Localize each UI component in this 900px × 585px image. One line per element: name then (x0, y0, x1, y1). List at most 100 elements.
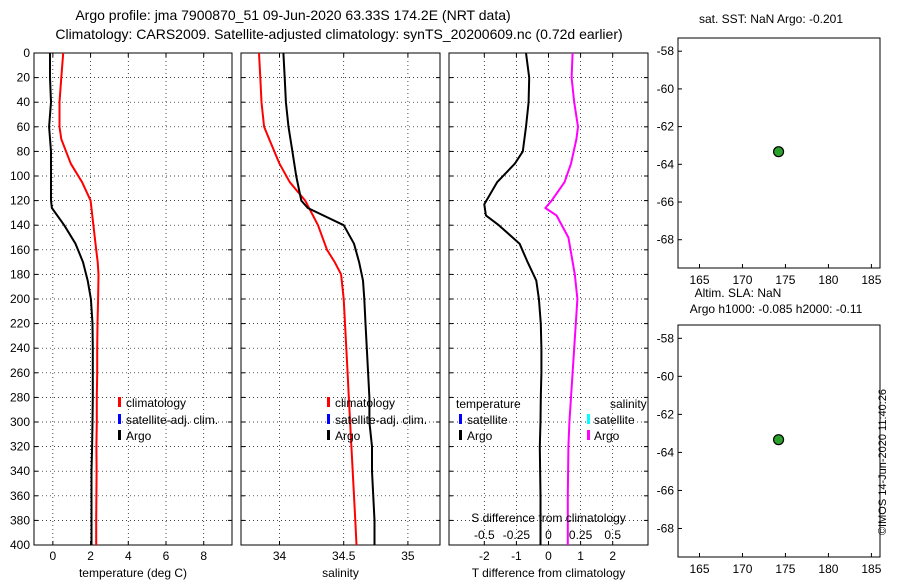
figure-subtitle: Climatology: CARS2009. Satellite-adjuste… (55, 26, 622, 42)
legend-swatch (587, 414, 590, 424)
s-tick-label: -0.25 (503, 528, 531, 542)
y-tick-label: 100 (10, 169, 30, 183)
x-tick-label: 34.5 (332, 549, 356, 563)
plots-layer: 0204060801001201401601802002202402602803… (10, 12, 882, 580)
series-line-s-difference-argo (544, 52, 579, 545)
legend-swatch (118, 397, 121, 407)
x-tick-label: 4 (125, 549, 132, 563)
legend-temperature-title: temperature (456, 397, 521, 411)
legend-swatch (327, 414, 330, 424)
y-tick-label: 200 (10, 292, 30, 306)
x-axis-label: salinity (322, 566, 359, 580)
y-tick-label: -62 (657, 407, 675, 421)
y-tick-label: -64 (657, 157, 675, 171)
legend-swatch (118, 414, 121, 424)
series-line-argo (48, 53, 94, 545)
y-tick-label: -66 (657, 195, 675, 209)
x-tick-label: 0 (50, 549, 57, 563)
map-frame (677, 37, 881, 269)
y-tick-label: 20 (17, 71, 31, 85)
x-tick-label: 180 (818, 562, 838, 576)
x-tick-label: 35 (401, 549, 415, 563)
x-tick-label: -1 (511, 549, 522, 563)
x-tick-label: 0 (545, 549, 552, 563)
panel-frame (448, 52, 649, 546)
legend-label: satellite-adj. clim. (126, 413, 218, 427)
series-line-argo (282, 52, 376, 545)
map-panel-map-sla: -58 -60 -62 -64 -66 -68 165 170 175 180 185 Altim. … (657, 286, 882, 576)
y-tick-label: -66 (657, 483, 675, 497)
legend-label: Argo (467, 429, 493, 443)
s-tick-label: 0.25 (569, 528, 593, 542)
profile-panel-salinity: 34 34.5 35 salinity climatology satellite-adj… (240, 52, 441, 580)
y-tick-label: 300 (10, 415, 30, 429)
argo-location-marker (772, 434, 785, 446)
x-tick-label: 165 (689, 562, 709, 576)
y-tick-label: 60 (17, 120, 31, 134)
panel-frame (240, 52, 441, 546)
map-panel-map-sst: -58 -60 -62 -64 -66 -68 165 170 175 180 185 sat. SS… (657, 12, 882, 287)
legend-swatch (118, 430, 121, 440)
legend-swatch (459, 430, 462, 440)
y-tick-label: 360 (10, 489, 30, 503)
y-tick-label: 280 (10, 390, 30, 404)
legend-swatch (587, 430, 590, 440)
x-tick-label: 185 (861, 562, 881, 576)
x-tick-label: 170 (732, 273, 752, 287)
y-tick-label: -68 (657, 233, 675, 247)
y-tick-label: -62 (657, 120, 675, 134)
x-tick-label: 34 (273, 549, 287, 563)
y-tick-label: -58 (657, 331, 675, 345)
y-tick-label: 240 (10, 341, 30, 355)
y-tick-label: 160 (10, 243, 30, 257)
x-tick-label: 2 (87, 549, 94, 563)
profile-panel-difference: -2 -1 0 1 2 T difference from climatology S di… (448, 52, 649, 580)
figure-title: Argo profile: jma 7900870_51 09-Jun-2020… (75, 7, 510, 23)
x-axis-label: temperature (deg C) (79, 566, 187, 580)
legend-label: Argo (335, 429, 361, 443)
x-tick-label: 8 (200, 549, 207, 563)
y-tick-label: -68 (657, 521, 675, 535)
series-line-climatology (258, 52, 358, 546)
legend-salinity-title: salinity (610, 397, 647, 411)
y-tick-label: 140 (10, 218, 30, 232)
y-tick-label: 80 (17, 144, 31, 158)
y-tick-label: 40 (17, 95, 31, 109)
profile-panel-temperature: 0204060801001201401601802002202402602803… (10, 46, 233, 580)
legend-label: Argo (126, 429, 152, 443)
x-tick-label: -2 (479, 549, 490, 563)
legend-label: satellite (594, 413, 635, 427)
y-tick-label: 380 (10, 513, 30, 527)
legend-label: climatology (126, 396, 186, 410)
s-tick-label: -0.5 (474, 528, 495, 542)
y-tick-label: 400 (10, 538, 30, 552)
series-line-climatology (58, 52, 100, 545)
x-tick-label: 170 (732, 562, 752, 576)
x-tick-label: 6 (163, 549, 170, 563)
legend-label: climatology (335, 396, 395, 410)
y-tick-label: 340 (10, 464, 30, 478)
y-tick-label: 0 (23, 46, 30, 60)
y-tick-label: 180 (10, 267, 30, 281)
y-tick-label: -58 (657, 44, 675, 58)
map-title: sat. SST: NaN Argo: -0.201 (699, 12, 843, 26)
x-tick-label: 165 (689, 273, 709, 287)
imos-timestamp: ©IMOS 14-Jun-2020 11:40:26 (877, 389, 889, 535)
y-tick-label: 320 (10, 440, 30, 454)
legend-label: satellite-adj. clim. (335, 413, 427, 427)
y-tick-label: -64 (657, 445, 675, 459)
argo-location-marker (772, 146, 785, 158)
s-axis-label: S difference from climatology (471, 511, 626, 525)
x-tick-label: 2 (609, 549, 616, 563)
x-tick-label: 185 (861, 273, 881, 287)
legend-label: Argo (594, 429, 620, 443)
legend-swatch (459, 414, 462, 424)
y-tick-label: 260 (10, 366, 30, 380)
map-frame (677, 324, 881, 558)
x-tick-label: 175 (775, 562, 795, 576)
s-tick-label: 0 (545, 528, 552, 542)
s-tick-label: 0.5 (604, 528, 621, 542)
x-tick-label: 175 (775, 273, 795, 287)
